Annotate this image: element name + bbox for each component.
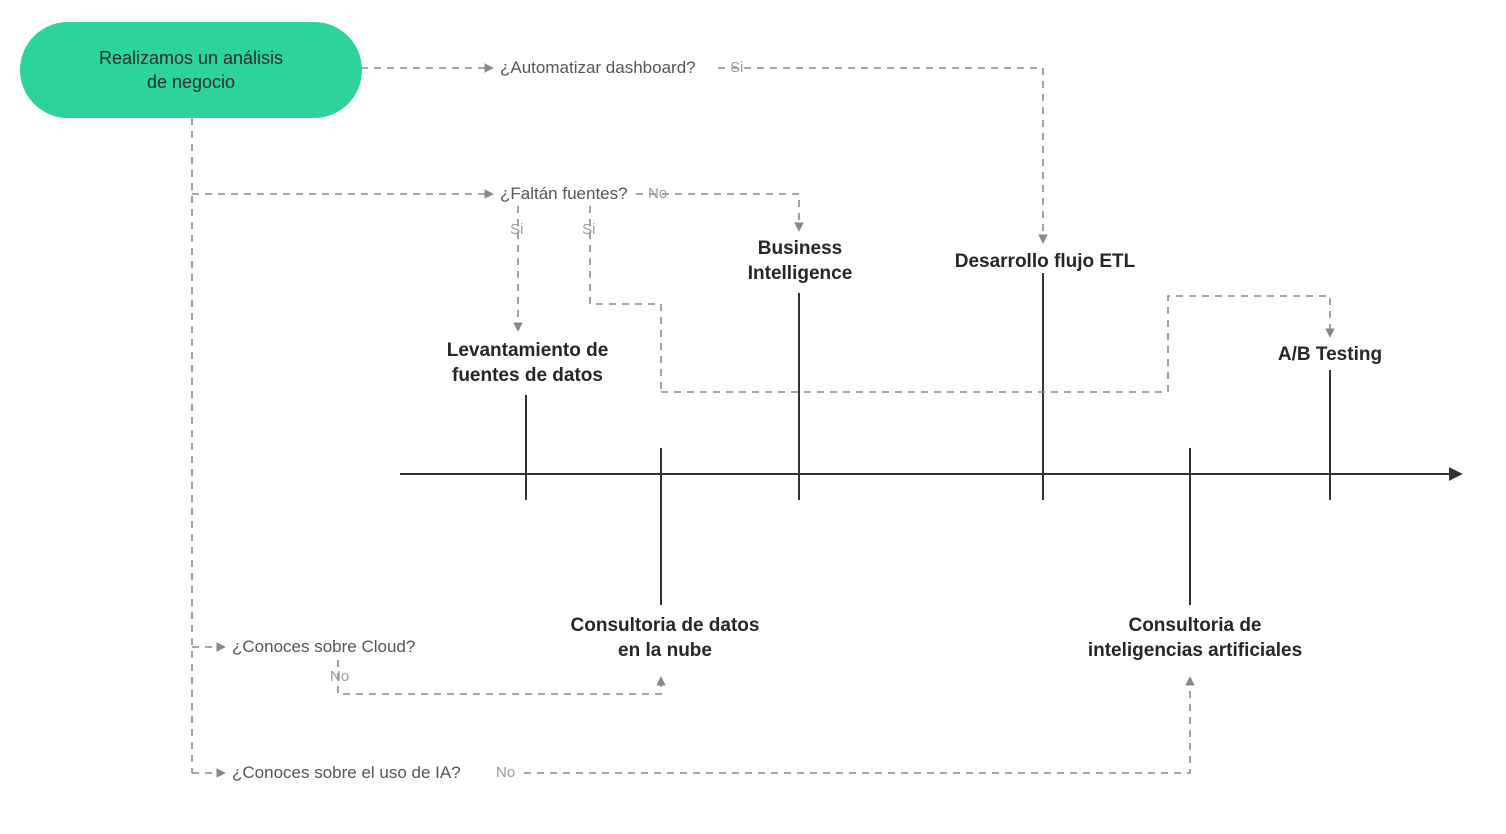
diagram-canvas: Realizamos un análisis de negocio Levant…: [0, 0, 1506, 834]
flow-automatizar-si-to-etl: [718, 68, 1043, 242]
node-etl-line1: Desarrollo flujo ETL: [955, 251, 1136, 272]
start-line2: de negocio: [147, 72, 235, 92]
node-consultoria-nube-line1: Consultoria de datos: [571, 615, 760, 636]
flow-ia-no-to-consultoria-ia: [524, 678, 1190, 773]
node-bi-line2: Intelligence: [748, 263, 853, 284]
node-consultoria-ia: Consultoria de inteligencias artificiales: [1060, 614, 1330, 663]
connector-layer: [0, 0, 1506, 834]
node-levantamiento-line1: Levantamiento de: [447, 340, 609, 361]
node-bi: Business Intelligence: [730, 237, 870, 286]
question-cloud: ¿Conoces sobre Cloud?: [232, 637, 415, 657]
node-levantamiento-line2: fuentes de datos: [452, 365, 603, 386]
answer-faltan-si-2: Si: [582, 221, 595, 238]
node-consultoria-ia-line2: inteligencias artificiales: [1088, 640, 1302, 661]
start-line1: Realizamos un análisis: [99, 48, 283, 68]
flow-cloud-no-to-consultoria-nube: [338, 660, 661, 694]
node-consultoria-ia-line1: Consultoria de: [1128, 615, 1261, 636]
flow-bus-to-abtesting: [661, 296, 1330, 392]
answer-faltan-no: No: [648, 185, 667, 202]
node-ab: A/B Testing: [1260, 343, 1400, 368]
answer-faltan-si-1: Si: [510, 221, 523, 238]
node-consultoria-nube: Consultoria de datos en la nube: [550, 614, 780, 663]
answer-cloud-no: No: [330, 668, 349, 685]
question-faltan-fuentes: ¿Faltán fuentes?: [500, 184, 628, 204]
node-bi-line1: Business: [758, 238, 842, 259]
answer-ia-no: No: [496, 764, 515, 781]
node-ab-line1: A/B Testing: [1278, 344, 1382, 365]
node-levantamiento: Levantamiento de fuentes de datos: [420, 339, 635, 388]
question-ia: ¿Conoces sobre el uso de IA?: [232, 763, 461, 783]
answer-automatizar-si: Si: [730, 59, 743, 76]
node-etl: Desarrollo flujo ETL: [940, 250, 1150, 275]
node-consultoria-nube-line2: en la nube: [618, 640, 712, 661]
start-node: Realizamos un análisis de negocio: [20, 22, 362, 118]
question-automatizar: ¿Automatizar dashboard?: [500, 58, 696, 78]
